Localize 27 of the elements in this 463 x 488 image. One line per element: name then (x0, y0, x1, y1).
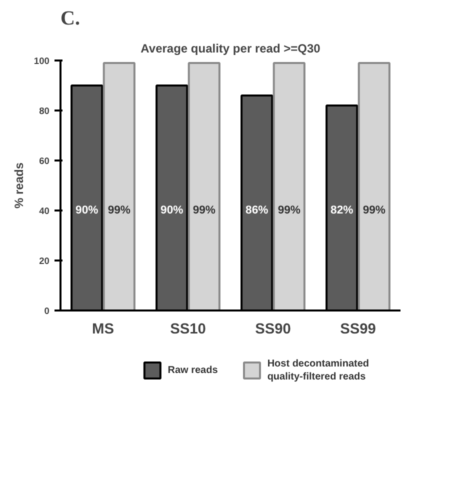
data-label: 99% (278, 204, 300, 216)
y-tick-label: 100 (34, 56, 50, 66)
y-tick-label: 80 (39, 106, 50, 116)
y-tick-label: 0 (44, 306, 50, 316)
data-label: 99% (362, 204, 386, 216)
data-label: 82% (330, 204, 354, 216)
data-label: 86% (246, 204, 268, 216)
chart-title: Average quality per read >=Q30 (140, 42, 321, 56)
x-tick-label: SS10 (170, 322, 206, 338)
legend-label: Raw reads (168, 365, 218, 376)
legend-label: Host decontaminated quality-filtered reads (267, 358, 370, 383)
y-tick-label: 60 (39, 156, 50, 166)
bar (358, 62, 390, 310)
y-axis-title: % reads (12, 162, 26, 209)
bar (272, 62, 306, 310)
text: C. (60, 8, 80, 30)
y-tick-label: 20 (39, 256, 50, 266)
data-label: 99% (192, 204, 216, 216)
x-tick-label: SS90 (255, 322, 291, 338)
data-label: 99% (108, 204, 130, 216)
x-tick-label: MS (92, 322, 114, 338)
x-tick-label: SS99 (340, 322, 376, 338)
data-label: 90% (160, 204, 184, 216)
data-label: 90% (76, 204, 98, 216)
y-tick-label: 40 (39, 206, 50, 216)
bar (188, 62, 220, 310)
bar (102, 62, 136, 310)
